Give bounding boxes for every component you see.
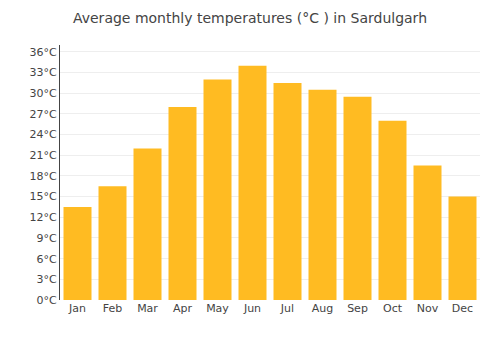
svg-text:Jun: Jun [243,302,261,315]
svg-text:Oct: Oct [383,302,403,315]
svg-text:15°C: 15°C [30,190,57,203]
svg-text:Jul: Jul [280,302,294,315]
svg-text:Dec: Dec [452,302,473,315]
svg-text:Aug: Aug [312,302,333,315]
svg-text:Apr: Apr [173,302,193,315]
svg-text:24°C: 24°C [30,128,57,141]
svg-text:3°C: 3°C [37,273,57,286]
svg-text:Average monthly temperatures (: Average monthly temperatures (°C ) in Sa… [73,10,427,26]
svg-text:Feb: Feb [103,302,122,315]
svg-text:9°C: 9°C [37,232,57,245]
svg-text:6°C: 6°C [37,253,57,266]
svg-text:Jan: Jan [68,302,86,315]
svg-text:27°C: 27°C [30,108,57,121]
svg-text:21°C: 21°C [30,149,57,162]
svg-text:Sep: Sep [347,302,368,315]
svg-text:Nov: Nov [417,302,439,315]
svg-text:18°C: 18°C [30,170,57,183]
svg-text:May: May [206,302,229,315]
svg-text:Mar: Mar [137,302,158,315]
svg-text:36°C: 36°C [30,46,57,59]
svg-text:33°C: 33°C [30,66,57,79]
svg-text:0°C: 0°C [37,294,57,307]
svg-text:30°C: 30°C [30,87,57,100]
svg-text:12°C: 12°C [30,211,57,224]
